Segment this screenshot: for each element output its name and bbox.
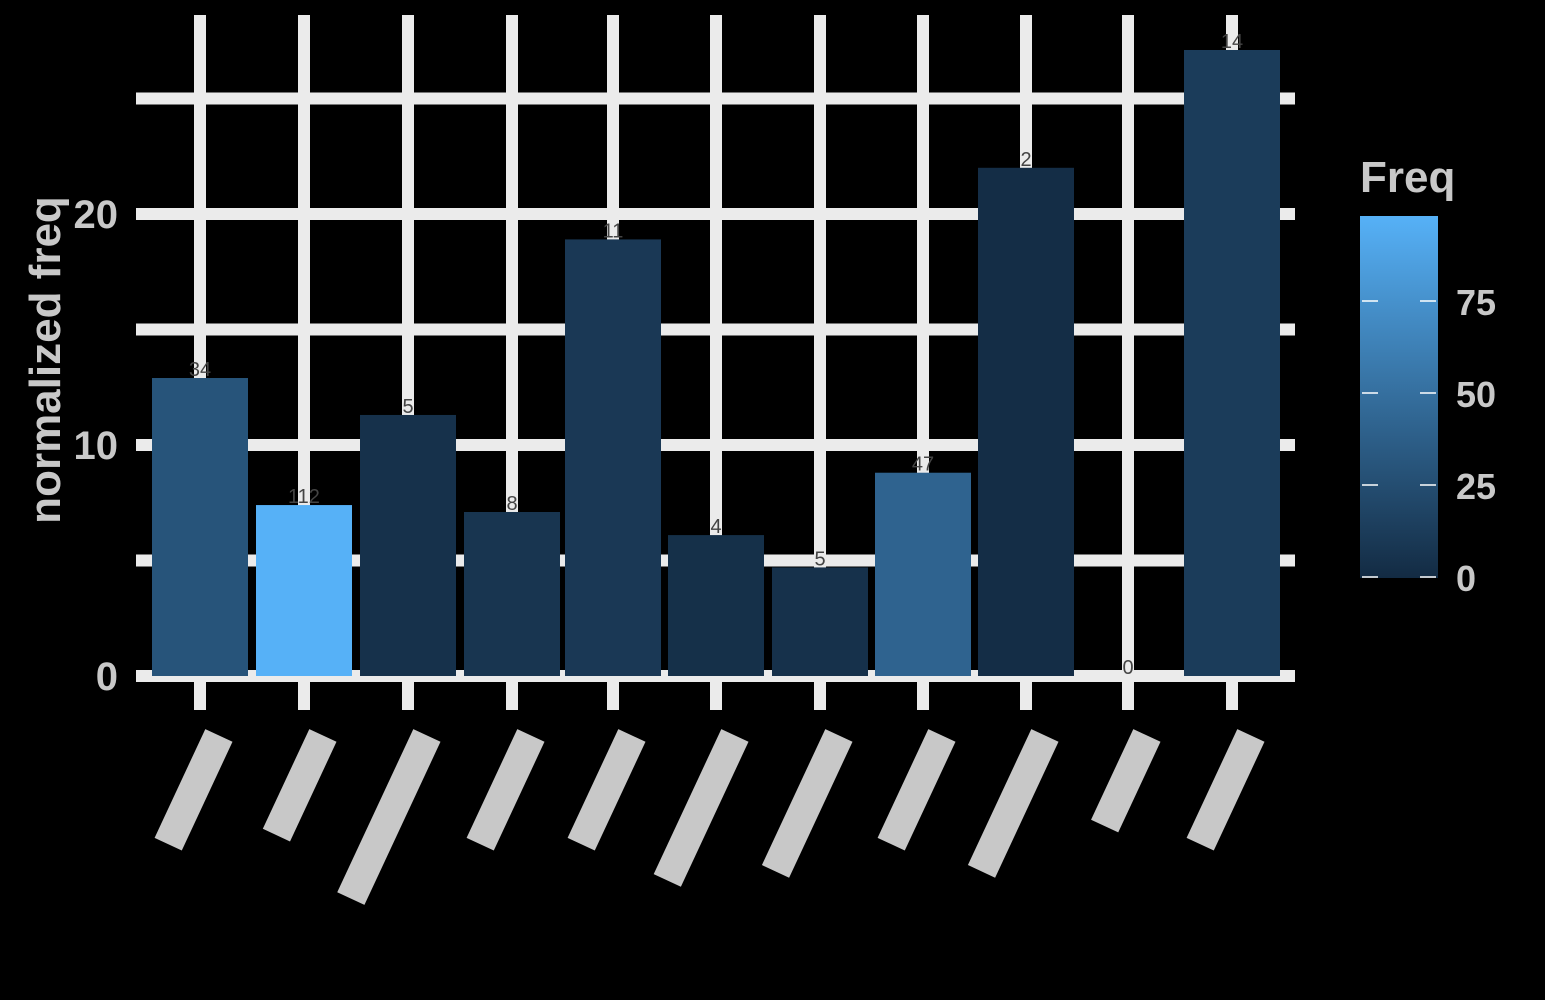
x-tick-label — [653, 729, 749, 887]
bar-value-labels: 34 112 5 8 11 4 5 47 2 0 14 — [189, 31, 1243, 679]
bar-value-label: 5 — [402, 396, 413, 418]
y-tick-label: 20 — [74, 193, 119, 237]
legend-tick-label: 75 — [1456, 282, 1496, 323]
x-tick-label — [262, 729, 337, 842]
bar — [152, 378, 248, 676]
y-axis: 0 10 20 — [74, 193, 119, 699]
legend-tick-label: 25 — [1456, 466, 1496, 507]
colorbar-ticks: 0 25 50 75 — [1362, 282, 1496, 599]
bar — [565, 239, 661, 676]
x-tick-label — [877, 729, 956, 851]
bar-value-label: 5 — [814, 548, 825, 570]
x-tick-label — [761, 729, 853, 878]
bar — [772, 567, 868, 676]
bar-value-label: 4 — [710, 516, 721, 538]
bar — [978, 167, 1074, 677]
bar-value-label: 0 — [1122, 657, 1133, 679]
y-tick-label: 10 — [74, 424, 119, 468]
bar-value-label: 8 — [506, 493, 517, 515]
x-tick-label — [1091, 729, 1161, 833]
x-tick-label — [567, 729, 646, 851]
legend-title: Freq — [1360, 153, 1455, 202]
bar — [464, 511, 560, 676]
x-tick-label — [967, 729, 1059, 878]
colorbar — [1360, 216, 1438, 578]
legend: Freq 0 25 50 75 — [1360, 153, 1496, 599]
bar-value-label: 2 — [1020, 149, 1031, 171]
v-gridline — [814, 15, 826, 710]
bar — [256, 505, 352, 676]
y-tick-label: 0 — [96, 655, 118, 699]
bar-value-label: 47 — [912, 454, 934, 476]
x-tick-label — [154, 729, 233, 851]
bar-value-label: 14 — [1221, 31, 1243, 53]
legend-tick-label: 50 — [1456, 374, 1496, 415]
bar-value-label: 112 — [288, 486, 320, 508]
x-tick-label — [337, 729, 441, 905]
bar — [875, 472, 971, 676]
x-tick-label — [466, 729, 545, 851]
bar — [1184, 49, 1280, 677]
bar — [360, 414, 456, 676]
v-gridline — [1122, 15, 1134, 710]
x-tick-label — [1186, 729, 1265, 851]
y-axis-title: normalized freq — [21, 196, 70, 524]
x-axis — [154, 729, 1265, 905]
bar-value-label: 11 — [603, 220, 624, 242]
bar — [668, 535, 764, 676]
bars — [152, 49, 1280, 677]
legend-tick-label: 0 — [1456, 558, 1476, 599]
y-axis-label: normalized freq — [21, 196, 70, 524]
bar-value-label: 34 — [189, 359, 211, 381]
